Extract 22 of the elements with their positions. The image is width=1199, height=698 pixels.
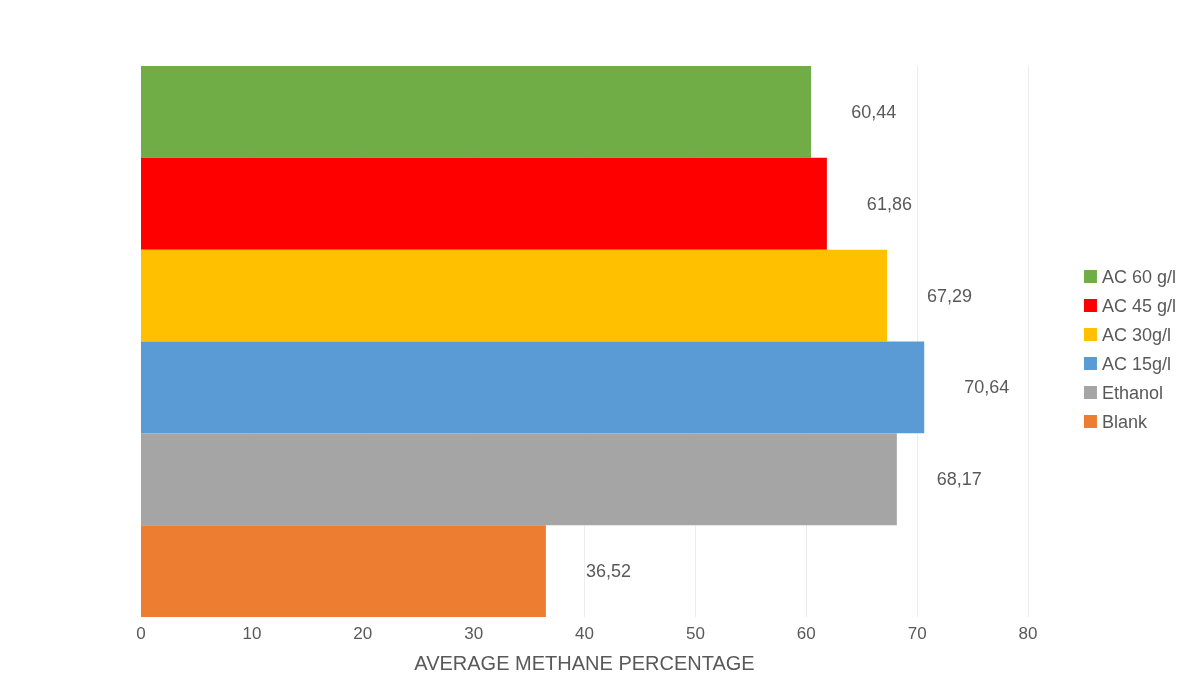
x-tick-label: 0 [136, 624, 146, 643]
x-tick-label: 80 [1018, 624, 1038, 643]
data-label: 60,44 [851, 101, 897, 122]
data-label: 61,86 [866, 193, 912, 214]
legend-label: AC 15g/l [1101, 353, 1172, 374]
legend-label: AC 60 g/l [1101, 266, 1177, 287]
data-label: 68,17 [936, 469, 982, 490]
legend-label: AC 45 g/l [1101, 295, 1177, 316]
x-tick-label: 60 [796, 624, 816, 643]
x-axis-title: AVERAGE METHANE PERCENTAGE [414, 652, 755, 674]
data-label: 67,29 [927, 285, 973, 306]
data-label: 70,64 [964, 377, 1010, 398]
x-tick-label: 70 [907, 624, 927, 643]
legend-label: Ethanol [1101, 382, 1164, 403]
x-tick-label: 50 [685, 624, 705, 643]
legend-label: Blank [1101, 411, 1148, 432]
x-tick-label: 40 [575, 624, 594, 643]
x-tick-label: 10 [242, 624, 262, 643]
data-label: 36,52 [585, 561, 631, 582]
x-tick-label: 30 [464, 624, 484, 643]
legend-label: AC 30g/l [1101, 324, 1172, 345]
x-tick-label: 20 [353, 624, 373, 643]
